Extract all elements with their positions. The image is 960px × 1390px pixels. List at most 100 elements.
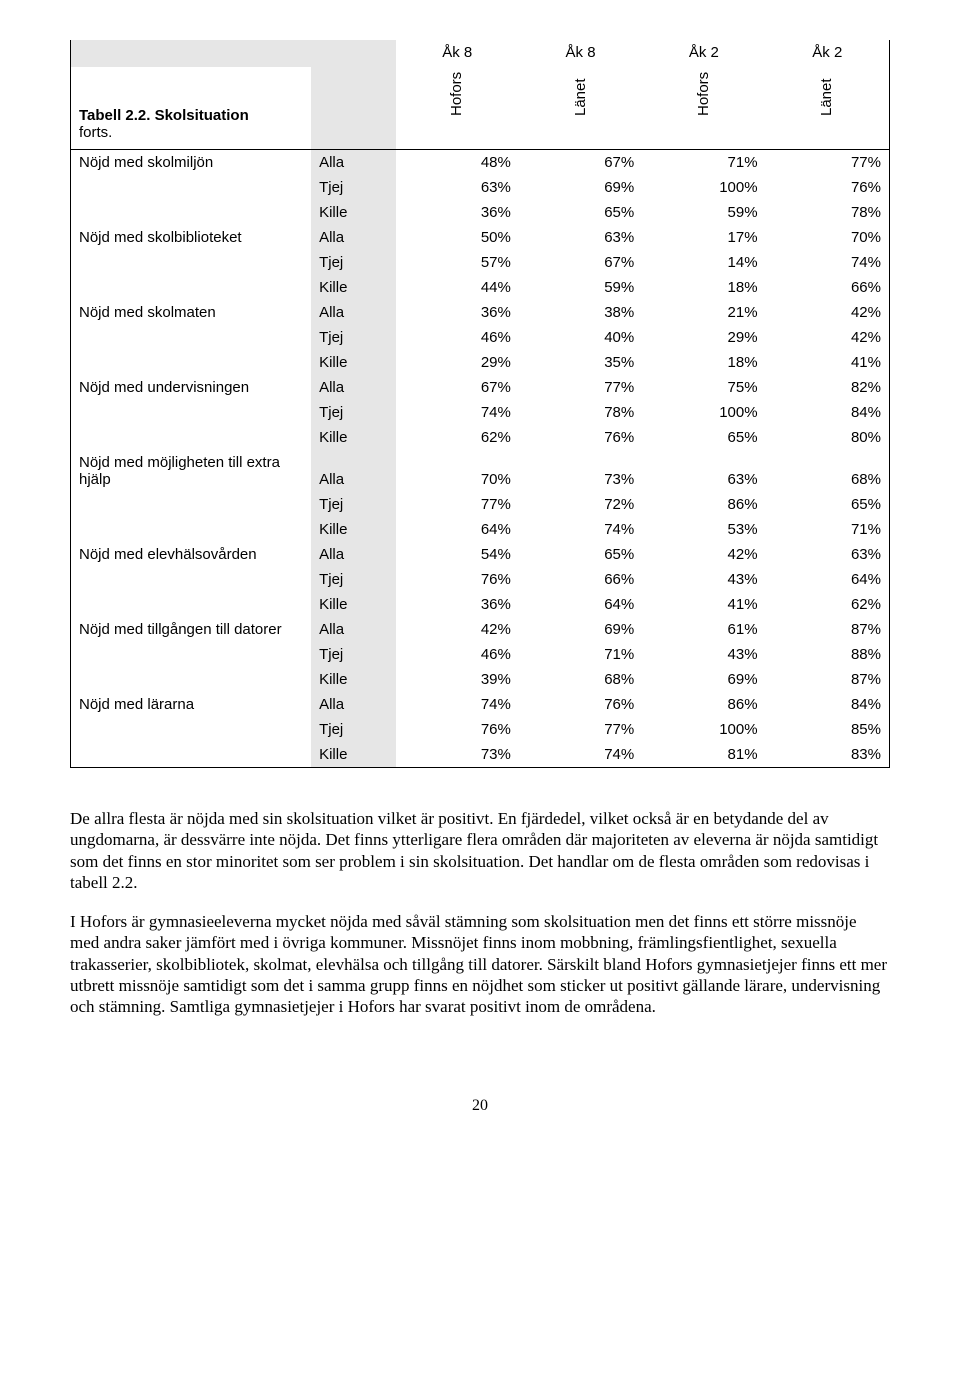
row-label: Nöjd med skolmaten (71, 300, 312, 325)
cell-value: 74% (396, 692, 519, 717)
row-label: Nöjd med skolmiljön (71, 150, 312, 176)
cell-value: 76% (519, 425, 642, 450)
row-group: Tjej (311, 250, 395, 275)
row-label: Nöjd med elevhälsovården (71, 542, 312, 567)
cell-value: 36% (396, 300, 519, 325)
row-group: Tjej (311, 400, 395, 425)
cell-value: 76% (396, 717, 519, 742)
cell-value: 14% (642, 250, 765, 275)
skolsituation-table: Åk 8 Åk 8 Åk 2 Åk 2 Tabell 2.2. Skolsitu… (70, 40, 890, 768)
cell-value: 65% (519, 200, 642, 225)
page-number: 20 (70, 1097, 890, 1115)
cell-value: 41% (642, 592, 765, 617)
cell-value: 77% (766, 150, 890, 176)
cell-value: 63% (519, 225, 642, 250)
cell-value: 74% (519, 742, 642, 768)
paragraph: I Hofors är gymnasieeleverna mycket nöjd… (70, 911, 890, 1017)
cell-value: 67% (519, 150, 642, 176)
cell-value: 64% (519, 592, 642, 617)
cell-value: 78% (766, 200, 890, 225)
cell-value: 85% (766, 717, 890, 742)
cell-value: 100% (642, 400, 765, 425)
cell-value: 63% (396, 175, 519, 200)
cell-value: 67% (396, 375, 519, 400)
row-group: Tjej (311, 567, 395, 592)
cell-value: 43% (642, 642, 765, 667)
cell-value: 40% (519, 325, 642, 350)
row-label (71, 250, 312, 275)
cell-value: 87% (766, 617, 890, 642)
cell-value: 69% (519, 175, 642, 200)
cell-value: 42% (766, 325, 890, 350)
cell-value: 81% (642, 742, 765, 768)
row-group: Kille (311, 350, 395, 375)
cell-value: 100% (642, 175, 765, 200)
row-label (71, 667, 312, 692)
row-label (71, 200, 312, 225)
col-header-top: Åk 8 (396, 40, 519, 67)
cell-value: 68% (519, 667, 642, 692)
cell-value: 18% (642, 350, 765, 375)
cell-value: 72% (519, 492, 642, 517)
row-group: Kille (311, 425, 395, 450)
row-group: Kille (311, 667, 395, 692)
cell-value: 65% (642, 425, 765, 450)
cell-value: 80% (766, 425, 890, 450)
row-label (71, 400, 312, 425)
row-label (71, 517, 312, 542)
row-label (71, 275, 312, 300)
cell-value: 42% (396, 617, 519, 642)
cell-value: 83% (766, 742, 890, 768)
cell-value: 29% (642, 325, 765, 350)
row-label (71, 742, 312, 768)
row-group: Tjej (311, 492, 395, 517)
row-group: Tjej (311, 642, 395, 667)
table-subtitle: forts. (79, 124, 112, 141)
cell-value: 87% (766, 667, 890, 692)
cell-value: 68% (766, 450, 890, 492)
row-label (71, 492, 312, 517)
cell-value: 65% (766, 492, 890, 517)
cell-value: 54% (396, 542, 519, 567)
cell-value: 73% (396, 742, 519, 768)
row-group: Kille (311, 200, 395, 225)
row-group: Tjej (311, 717, 395, 742)
cell-value: 59% (642, 200, 765, 225)
cell-value: 71% (766, 517, 890, 542)
cell-value: 66% (519, 567, 642, 592)
cell-value: 76% (519, 692, 642, 717)
row-label: Nöjd med möjligheten till extra hjälp (71, 450, 312, 492)
cell-value: 88% (766, 642, 890, 667)
row-label: Nöjd med undervisningen (71, 375, 312, 400)
cell-value: 78% (519, 400, 642, 425)
cell-value: 46% (396, 325, 519, 350)
cell-value: 64% (396, 517, 519, 542)
cell-value: 76% (766, 175, 890, 200)
cell-value: 48% (396, 150, 519, 176)
cell-value: 64% (766, 567, 890, 592)
cell-value: 86% (642, 492, 765, 517)
cell-value: 63% (766, 542, 890, 567)
cell-value: 86% (642, 692, 765, 717)
row-label (71, 175, 312, 200)
cell-value: 39% (396, 667, 519, 692)
cell-value: 44% (396, 275, 519, 300)
row-group: Alla (311, 225, 395, 250)
row-label: Nöjd med lärarna (71, 692, 312, 717)
cell-value: 61% (642, 617, 765, 642)
cell-value: 18% (642, 275, 765, 300)
col-header-top: Åk 2 (766, 40, 890, 67)
row-group: Kille (311, 275, 395, 300)
cell-value: 77% (519, 375, 642, 400)
row-group: Alla (311, 300, 395, 325)
cell-value: 17% (642, 225, 765, 250)
cell-value: 35% (519, 350, 642, 375)
cell-value: 59% (519, 275, 642, 300)
row-group: Alla (311, 450, 395, 492)
row-label: Nöjd med skolbiblioteket (71, 225, 312, 250)
cell-value: 36% (396, 592, 519, 617)
row-label (71, 642, 312, 667)
body-text: De allra flesta är nöjda med sin skolsit… (70, 808, 890, 1017)
cell-value: 50% (396, 225, 519, 250)
cell-value: 42% (642, 542, 765, 567)
